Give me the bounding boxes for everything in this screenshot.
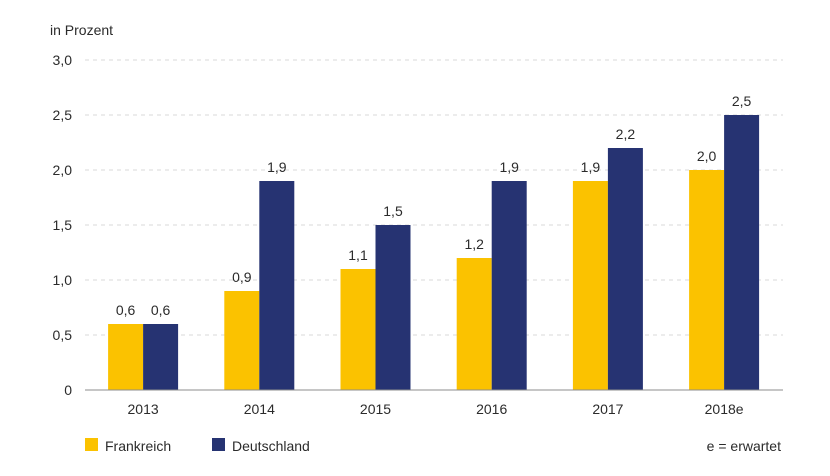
data-label: 0,6 <box>151 302 171 318</box>
data-labels: 0,6 0,6 0,9 1,9 1,1 1,5 1,2 1,9 1,9 2,2 2,0 2,5 <box>116 93 752 318</box>
data-label: 2,5 <box>732 93 752 109</box>
bars <box>108 115 760 390</box>
bar-frankreich-2018e <box>689 170 725 390</box>
bar-frankreich-2017 <box>572 181 608 390</box>
y-tick-label: 0 <box>64 382 72 398</box>
bar-deutschland-2015 <box>375 225 411 390</box>
bar-deutschland-2016 <box>491 181 527 390</box>
note-expected: e = erwartet <box>707 438 781 454</box>
bar-deutschland-2018e <box>724 115 760 390</box>
data-label: 1,1 <box>348 247 368 263</box>
x-tick-label: 2015 <box>360 401 391 417</box>
legend-swatch-frankreich <box>85 438 98 451</box>
y-axis-label: in Prozent <box>50 22 113 38</box>
bar-frankreich-2014 <box>224 291 260 390</box>
y-tick-label: 3,0 <box>53 52 73 68</box>
y-tick-label: 1,5 <box>53 217 73 233</box>
legend-label: Frankreich <box>105 438 171 454</box>
x-tick-label: 2017 <box>592 401 623 417</box>
bar-deutschland-2017 <box>607 148 643 390</box>
y-tick-labels: 0 0,5 1,0 1,5 2,0 2,5 3,0 <box>53 52 73 398</box>
gridlines <box>85 59 783 336</box>
legend-label: Deutschland <box>232 438 310 454</box>
y-tick-label: 2,5 <box>53 107 73 123</box>
bar-deutschland-2014 <box>259 181 295 390</box>
data-label: 2,0 <box>697 148 717 164</box>
y-tick-label: 2,0 <box>53 162 73 178</box>
legend-swatch-deutschland <box>212 438 225 451</box>
bar-frankreich-2016 <box>456 258 492 390</box>
data-label: 1,2 <box>464 236 484 252</box>
data-label: 1,9 <box>267 159 287 175</box>
y-tick-label: 1,0 <box>53 272 73 288</box>
bar-deutschland-2013 <box>143 324 179 390</box>
y-tick-label: 0,5 <box>53 327 73 343</box>
x-tick-label: 2016 <box>476 401 507 417</box>
x-tick-label: 2013 <box>128 401 159 417</box>
data-label: 1,9 <box>581 159 601 175</box>
bar-frankreich-2013 <box>108 324 144 390</box>
data-label: 1,5 <box>383 203 403 219</box>
x-tick-label: 2014 <box>244 401 275 417</box>
data-label: 0,9 <box>232 269 252 285</box>
data-label: 0,6 <box>116 302 136 318</box>
x-tick-labels: 2013 2014 2015 2016 2017 2018e <box>128 401 744 417</box>
data-label: 2,2 <box>616 126 636 142</box>
legend: Frankreich Deutschland <box>85 438 310 454</box>
x-tick-label: 2018e <box>705 401 744 417</box>
bar-frankreich-2015 <box>340 269 376 390</box>
data-label: 1,9 <box>499 159 519 175</box>
